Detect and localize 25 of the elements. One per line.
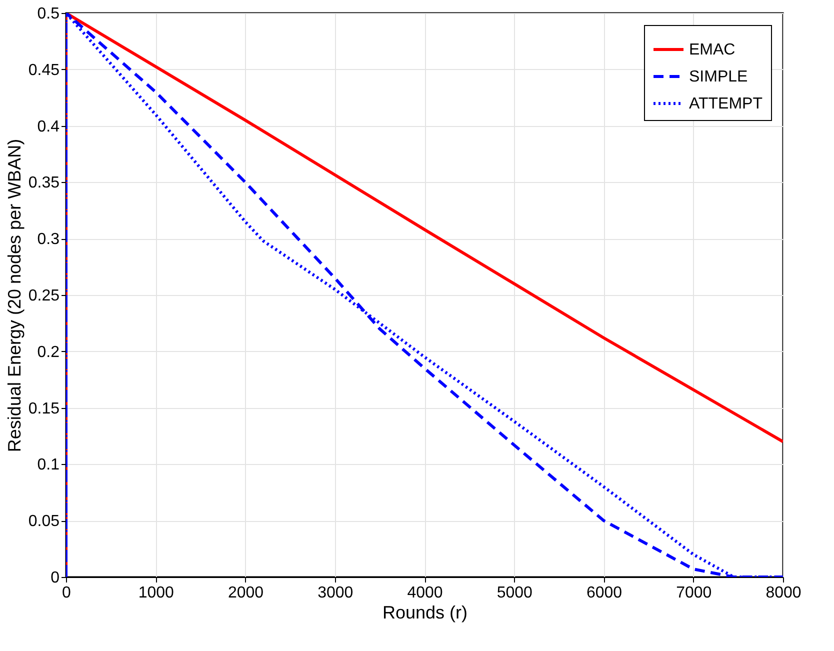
- x-tick-label: 2000: [228, 584, 264, 602]
- y-axis-title: Residual Energy (20 nodes per WBAN): [4, 138, 24, 452]
- x-tick-label: 3000: [318, 584, 354, 602]
- y-tick-label: 0.45: [28, 62, 60, 79]
- y-tick-label: 0: [50, 570, 60, 586]
- y-tick-label: 0.3: [37, 231, 60, 248]
- x-tick-label: 8000: [766, 584, 802, 602]
- y-tick-label: 0.15: [28, 400, 60, 418]
- y-tick-label: 0.35: [28, 174, 60, 192]
- y-tick-label: 0.5: [37, 6, 60, 22]
- legend-label: SIMPLE: [689, 68, 748, 86]
- x-tick-label: 0: [62, 584, 72, 602]
- y-tick-label: 0.05: [28, 513, 60, 530]
- y-tick-label: 0.2: [37, 344, 60, 361]
- x-tick-label: 6000: [586, 584, 622, 602]
- y-tick-label: 0.1: [37, 456, 60, 474]
- y-tick-label: 0.25: [28, 288, 60, 304]
- y-tick-label: 0.4: [37, 118, 60, 136]
- legend-label: ATTEMPT: [689, 96, 763, 112]
- legend-label: EMAC: [689, 42, 736, 58]
- x-tick-label: 5000: [496, 584, 533, 602]
- x-tick-label: 4000: [407, 584, 443, 602]
- x-tick-label: 1000: [138, 584, 174, 602]
- x-tick-label: 7000: [676, 584, 712, 602]
- x-axis-title: Rounds (r): [382, 602, 468, 622]
